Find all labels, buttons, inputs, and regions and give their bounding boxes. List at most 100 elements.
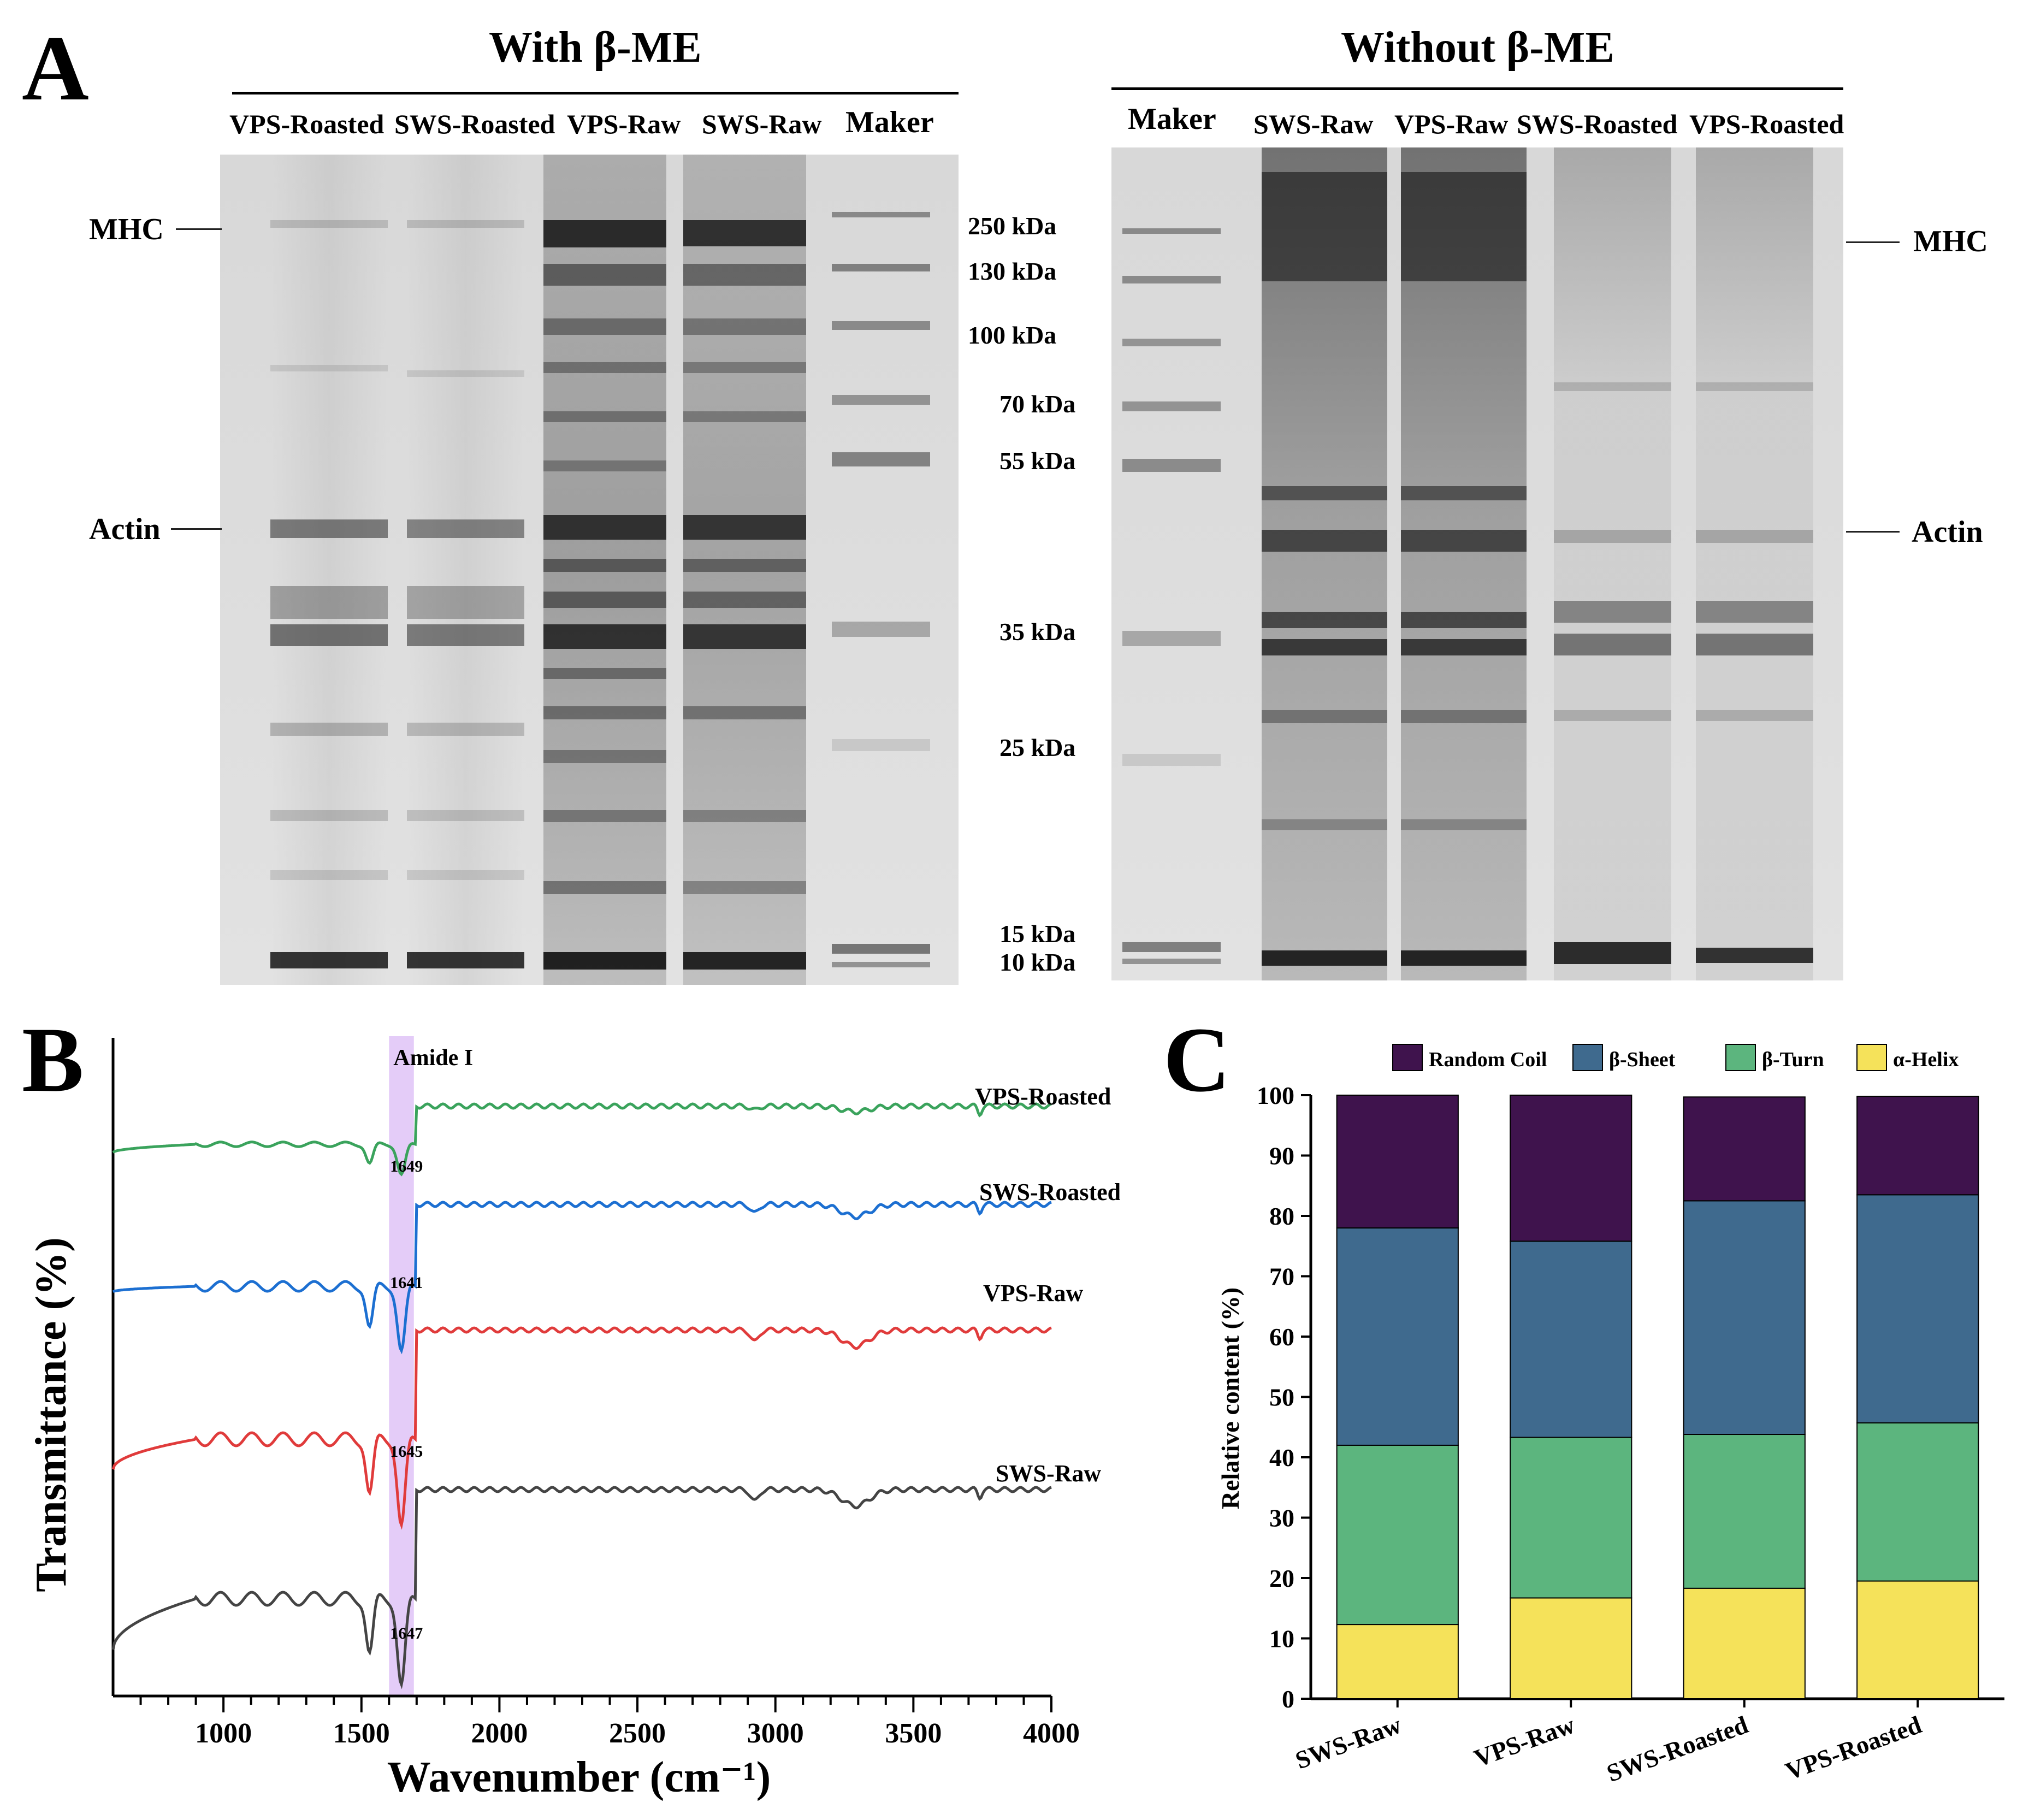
bar-segment xyxy=(1856,1580,1979,1700)
y-tick-label: 0 xyxy=(1282,1685,1294,1713)
gel-lane xyxy=(1401,147,1527,980)
legend-label: α-Helix xyxy=(1893,1048,1959,1071)
ladder-label: 130 kDa xyxy=(968,257,1057,285)
y-axis-label: Transmittance (%) xyxy=(27,1237,75,1592)
lane-label: Maker xyxy=(1128,102,1216,136)
bar-segment xyxy=(1683,1434,1806,1589)
without-me-rule xyxy=(1111,87,1843,90)
spectrum-line xyxy=(111,1326,1052,1530)
y-tick-label: 50 xyxy=(1269,1384,1294,1411)
gel-with-me xyxy=(220,155,959,985)
y-tick-label: 40 xyxy=(1269,1444,1294,1472)
series-label: SWS-Raw xyxy=(996,1460,1101,1487)
actin-leader-left xyxy=(171,528,222,530)
panel-a-letter: A xyxy=(22,17,89,120)
y-axis-label: Relative content (%) xyxy=(1216,1287,1244,1509)
gel-lane xyxy=(407,155,524,985)
category-label: SWS-Roasted xyxy=(1603,1710,1752,1787)
peak-label: 1647 xyxy=(390,1624,423,1642)
ladder-label: 25 kDa xyxy=(999,734,1076,761)
lane-label: VPS-Roasted xyxy=(1689,109,1844,139)
bar-segment xyxy=(1510,1597,1632,1699)
with-me-rule xyxy=(232,92,959,94)
mhc-leader-left xyxy=(176,228,222,230)
ladder-label: 15 kDa xyxy=(999,920,1076,948)
bar-segment xyxy=(1336,1095,1459,1229)
legend-swatch xyxy=(1392,1044,1423,1071)
lane-label: SWS-Roasted xyxy=(1517,109,1678,139)
gel-without-me xyxy=(1111,147,1843,980)
ladder-label: 10 kDa xyxy=(999,948,1076,976)
ladder-label: 250 kDa xyxy=(968,212,1057,240)
marker-actin-left: Actin xyxy=(89,512,161,546)
with-me-title: With β-ME xyxy=(489,23,702,72)
y-tick-label: 90 xyxy=(1269,1142,1294,1170)
bar-segment xyxy=(1683,1587,1806,1700)
bar-segment xyxy=(1510,1240,1632,1438)
series-label: SWS-Roasted xyxy=(979,1179,1120,1206)
peak-label: 1645 xyxy=(390,1443,423,1461)
lane-label: VPS-Roasted xyxy=(229,109,385,139)
spectrum-line xyxy=(111,1486,1052,1689)
gel-lane xyxy=(1554,147,1671,980)
x-tick-label: 1000 xyxy=(195,1718,252,1749)
gel-lane xyxy=(1696,147,1813,980)
x-tick-label: 3500 xyxy=(885,1718,942,1749)
series-label: VPS-Raw xyxy=(983,1280,1084,1307)
y-tick-label: 20 xyxy=(1269,1564,1294,1592)
lane-label: SWS-Raw xyxy=(702,109,822,139)
x-tick-label: 1500 xyxy=(333,1718,390,1749)
y-tick-label: 60 xyxy=(1269,1323,1294,1351)
gel-lane-marker xyxy=(1122,147,1221,980)
marker-actin-right: Actin xyxy=(1912,515,1983,549)
gel-lane-marker xyxy=(832,155,930,985)
bar-segment xyxy=(1856,1096,1979,1196)
x-tick-label: 2000 xyxy=(471,1718,528,1749)
x-tick-label: 4000 xyxy=(1023,1718,1080,1749)
y-tick-label: 100 xyxy=(1257,1082,1294,1109)
bar-segment xyxy=(1336,1227,1459,1446)
marker-mhc-left: MHC xyxy=(89,212,164,246)
gel-lane xyxy=(543,155,666,985)
secondary-structure-chart: Random Coil β-Sheet β-Turn α-Helix 0 10 20 30 4… xyxy=(1216,1044,2004,1787)
x-tick-label: 2500 xyxy=(609,1718,666,1749)
peak-label: 1649 xyxy=(390,1157,423,1175)
spectrum-line xyxy=(112,1201,1052,1355)
ftir-chart: Amide I 1000 1500 2000 2500 3000 3500 4000 VPS… xyxy=(27,1036,1120,1801)
legend-label: Random Coil xyxy=(1429,1048,1547,1071)
x-tick-label: 3000 xyxy=(747,1718,804,1749)
peak-label: 1641 xyxy=(390,1274,423,1292)
lane-label: Maker xyxy=(845,105,934,139)
mhc-leader-right xyxy=(1846,241,1900,243)
actin-leader-right xyxy=(1846,531,1900,533)
ladder-label: 55 kDa xyxy=(999,447,1076,475)
panel-c-letter: C xyxy=(1163,1008,1231,1111)
ladder-label: 100 kDa xyxy=(968,321,1057,349)
without-me-title: Without β-ME xyxy=(1341,23,1614,72)
gel-lane xyxy=(1262,147,1387,980)
y-tick-label: 70 xyxy=(1269,1263,1294,1291)
lane-label: VPS-Raw xyxy=(567,109,681,139)
gel-lane xyxy=(270,155,388,985)
amide-i-label: Amide I xyxy=(393,1045,473,1071)
bar-segment xyxy=(1856,1194,1979,1424)
bar-segment xyxy=(1683,1200,1806,1435)
spectrum-line xyxy=(112,1102,1052,1177)
bar-segment xyxy=(1336,1444,1459,1626)
category-label: VPS-Raw xyxy=(1470,1710,1578,1772)
lane-label: SWS-Raw xyxy=(1253,109,1374,139)
bar-segment xyxy=(1510,1437,1632,1599)
bar-segment xyxy=(1856,1422,1979,1582)
lane-label: VPS-Raw xyxy=(1394,109,1509,139)
lane-label: SWS-Roasted xyxy=(394,109,555,139)
legend-label: β-Turn xyxy=(1762,1048,1824,1071)
bar-segment xyxy=(1336,1624,1459,1699)
ladder-label: 35 kDa xyxy=(999,618,1076,646)
x-axis-label: Wavenumber (cm⁻¹) xyxy=(387,1753,771,1801)
y-tick-label: 80 xyxy=(1269,1202,1294,1230)
panel-b-letter: B xyxy=(22,1008,84,1111)
y-tick-label: 10 xyxy=(1269,1625,1294,1653)
gel-lane xyxy=(683,155,806,985)
legend-label: β-Sheet xyxy=(1609,1048,1676,1071)
y-tick-label: 30 xyxy=(1269,1504,1294,1532)
